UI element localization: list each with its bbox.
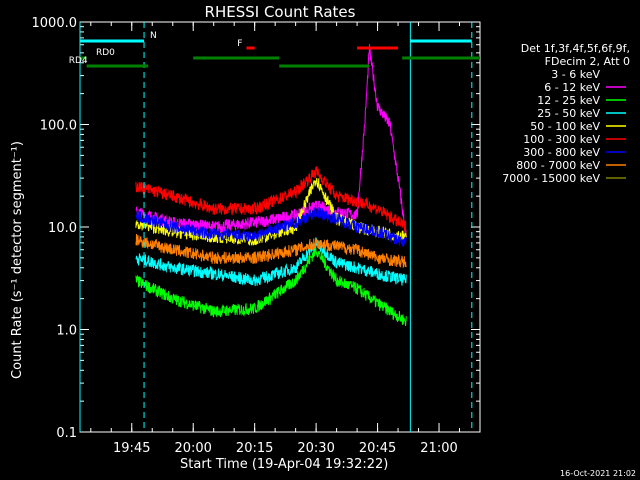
- x-axis-label: Start Time (19-Apr-04 19:32:22): [180, 457, 388, 472]
- x-tick-label: 20:00: [174, 441, 211, 456]
- chart-title: RHESSI Count Rates: [205, 3, 356, 21]
- legend-header: FDecim 2, Att 0: [545, 55, 630, 68]
- legend-entry-label: 100 - 300 keV: [523, 133, 600, 146]
- legend-entry-label: 6 - 12 keV: [544, 81, 600, 94]
- state-bar-label: RD0: [96, 48, 115, 58]
- series-line: [135, 166, 407, 234]
- series-line: [135, 233, 407, 269]
- y-tick-label: 10.0: [48, 221, 77, 236]
- state-bar-label: RD4: [69, 56, 88, 66]
- y-axis-label: Count Rate (s⁻¹ detector segment⁻¹): [10, 141, 25, 379]
- legend: Det 1f,3f,4f,5f,6f,9f,FDecim 2, Att 03 -…: [502, 42, 630, 185]
- y-tick-label: 1.0: [56, 324, 77, 339]
- legend-entry-label: 50 - 100 keV: [530, 120, 600, 133]
- legend-entry-label: 12 - 25 keV: [537, 94, 600, 107]
- y-tick-label: 100.0: [40, 119, 77, 134]
- series-line: [135, 245, 407, 326]
- series-line: [135, 207, 407, 248]
- state-bar-label: N: [150, 31, 157, 41]
- legend-entry-label: 300 - 800 keV: [523, 146, 600, 159]
- footer-timestamp: 16-Oct-2021 21:02: [560, 469, 636, 478]
- y-tick-label: 0.1: [56, 426, 77, 441]
- plot-axes: 0.1 1.0 10.0 100.0 1000.0 19:45 20:00 20:15 20:3…: [32, 16, 481, 456]
- x-tick-label: 20:15: [236, 441, 273, 456]
- y-tick-label: 1000.0: [32, 16, 78, 31]
- series-layer: [135, 44, 407, 326]
- legend-entry-label: 3 - 6 keV: [551, 68, 600, 81]
- series-line: [135, 237, 407, 287]
- legend-entry-label: 7000 - 15000 keV: [502, 172, 600, 185]
- legend-header: Det 1f,3f,4f,5f,6f,9f,: [521, 42, 630, 55]
- series-line: [135, 44, 407, 237]
- x-tick-label: 21:00: [420, 441, 457, 456]
- legend-entry-label: 800 - 7000 keV: [516, 159, 600, 172]
- x-tick-label: 20:45: [359, 441, 396, 456]
- state-bar-label: F: [237, 39, 242, 49]
- x-tick-label: 20:30: [297, 441, 334, 456]
- legend-entry-label: 25 - 50 keV: [537, 107, 600, 120]
- annotation-layer: N F RD0 RD4: [69, 22, 480, 432]
- x-tick-label: 19:45: [113, 441, 150, 456]
